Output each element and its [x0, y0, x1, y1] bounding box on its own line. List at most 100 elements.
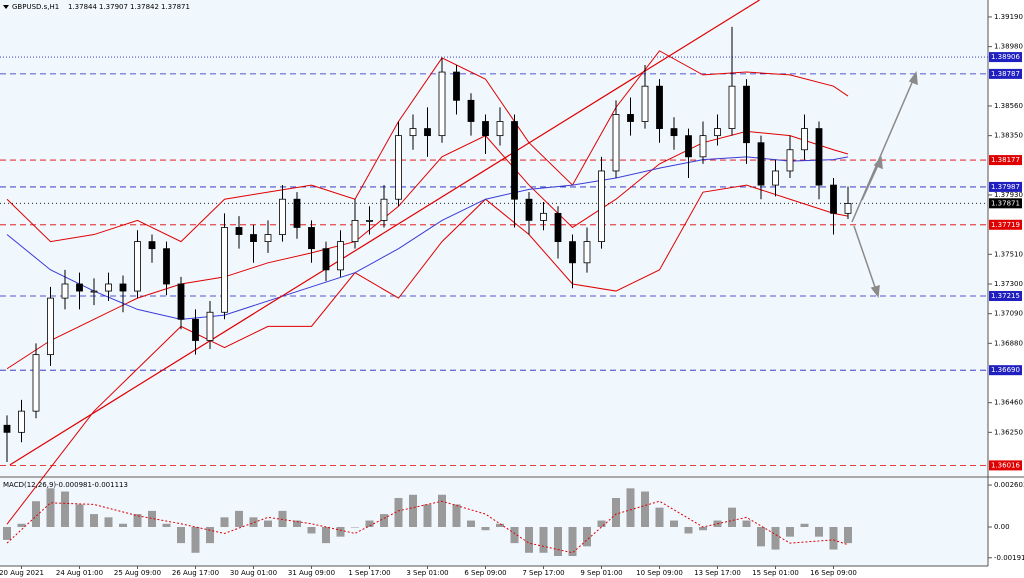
level-label: 1.38906: [991, 53, 1020, 61]
y-tick-label: 1.36460: [994, 399, 1023, 407]
x-tick-label: 3 Sep 01:00: [406, 569, 448, 577]
macd-bar: [119, 523, 127, 527]
y-tick-label: 1.37510: [994, 250, 1023, 258]
macd-bar: [699, 526, 707, 531]
level-tag: [989, 219, 1022, 230]
level-tag: [989, 181, 1022, 192]
candle-body: [134, 241, 141, 292]
candle-body: [757, 142, 765, 186]
candle-body: [366, 220, 373, 222]
macd-bar: [293, 520, 301, 527]
candle-body: [844, 203, 852, 214]
x-tick-label: 10 Sep 09:00: [636, 569, 683, 577]
macd-bar: [568, 526, 577, 557]
candle-body: [264, 234, 272, 243]
candle-body: [47, 297, 54, 356]
macd-bar: [336, 526, 345, 537]
x-tick-label: 26 Aug 17:00: [172, 569, 219, 577]
candle-body: [337, 241, 344, 271]
candle-body: [830, 184, 837, 214]
macd-bar: [409, 494, 417, 527]
candle-body: [279, 198, 286, 235]
x-tick-label: 1 Sep 17:00: [348, 569, 390, 577]
macd-bar: [786, 526, 794, 537]
x-tick-label: 24 Aug 01:00: [56, 569, 103, 577]
macd-bar: [365, 520, 374, 527]
y-tick-label: 1.38350: [994, 132, 1023, 140]
macd-bar: [742, 520, 751, 527]
macd-bar: [61, 491, 69, 527]
candle-body: [583, 241, 591, 264]
macd-background: [0, 478, 988, 566]
candle-body: [424, 128, 431, 137]
macd-bar: [32, 501, 40, 527]
macd-bar: [351, 526, 359, 528]
y-tick-label: 1.37090: [994, 310, 1023, 318]
macd-value: -0.000981: [56, 481, 92, 489]
x-tick-label: 30 Aug 01:00: [230, 569, 277, 577]
macd-bar: [510, 526, 519, 544]
level-tag: [989, 52, 1022, 63]
header-low: 1.37842: [130, 3, 159, 11]
candle-body: [90, 290, 98, 293]
macd-bar: [670, 520, 678, 527]
macd-signal-value: -0.001113: [92, 481, 128, 489]
candle-body: [163, 248, 170, 285]
candle-body: [815, 128, 823, 186]
candle-body: [496, 121, 504, 137]
macd-bar: [17, 523, 26, 527]
macd-bar: [191, 526, 200, 553]
plot-background: [0, 0, 988, 476]
arrow-head: [870, 284, 880, 298]
arrow: [853, 225, 877, 291]
level-tag: [989, 155, 1022, 166]
macd-bar: [46, 488, 55, 527]
macd-bar: [612, 497, 620, 527]
header-open: 1.37844: [68, 3, 97, 11]
macd-title: MACD(12,26,9): [3, 481, 56, 489]
macd-bar: [655, 507, 664, 527]
macd-bar: [467, 520, 475, 527]
indicator-line: [6, 184, 849, 525]
arrows: [851, 70, 918, 298]
candle-body: [119, 283, 127, 292]
y-tick-label: 1.36880: [994, 339, 1023, 347]
level-label: 1.37987: [991, 183, 1020, 191]
candle-body: [772, 170, 779, 186]
macd-bar: [626, 488, 635, 527]
macd-bar: [90, 514, 98, 527]
candle-body: [206, 311, 214, 341]
macd-bar: [815, 526, 823, 537]
level-tag: [989, 68, 1022, 79]
macd-bar: [438, 494, 446, 527]
candle-body: [641, 85, 649, 122]
macd-tick-label: -0.001910: [994, 554, 1024, 562]
y-tick-label: 1.38980: [994, 43, 1023, 51]
level-label: 1.37871: [991, 199, 1020, 207]
level-label: 1.38177: [991, 156, 1020, 164]
candle-body: [105, 283, 112, 292]
macd-bar: [423, 504, 432, 527]
menu-triangle[interactable]: [3, 5, 9, 9]
macd-bar: [104, 517, 113, 527]
candle-body: [612, 114, 620, 172]
y-tick-label: 1.36250: [994, 428, 1023, 436]
header-high: 1.37907: [99, 3, 128, 11]
level-label: 1.37719: [991, 221, 1020, 229]
macd-bar: [394, 497, 403, 527]
macd-bar: [307, 526, 316, 534]
macd-bar: [249, 517, 258, 527]
candle-body: [351, 220, 359, 243]
arrow-head: [873, 156, 883, 170]
x-tick-label: 6 Sep 09:00: [464, 569, 506, 577]
macd-bar: [844, 526, 852, 544]
macd-bar: [583, 526, 591, 547]
macd-bar: [496, 523, 504, 527]
candle-body: [308, 227, 315, 250]
y-tick-label: 1.37930: [994, 191, 1023, 199]
macd-bar: [177, 526, 185, 544]
macd-bar: [597, 520, 606, 527]
macd-bar: [800, 523, 809, 527]
